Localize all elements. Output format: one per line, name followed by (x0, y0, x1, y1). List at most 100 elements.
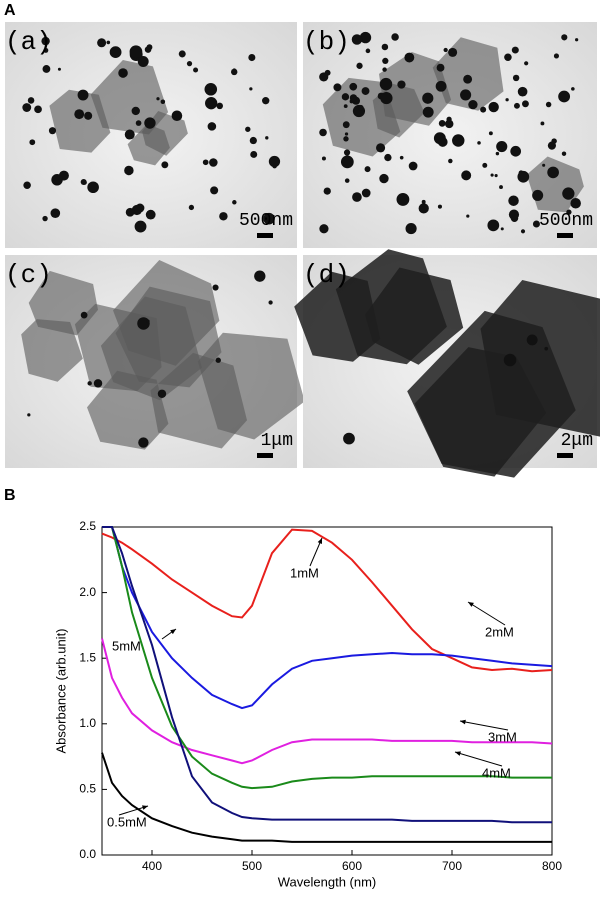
particle (43, 47, 49, 53)
particle (396, 193, 410, 206)
particle (517, 86, 528, 97)
particle (263, 212, 275, 225)
particle (488, 101, 499, 113)
particle (41, 36, 50, 46)
micrograph: (a) 500nm (5, 22, 297, 248)
particle (344, 132, 349, 136)
particle (361, 87, 370, 95)
particle (466, 214, 470, 218)
series-line (102, 526, 553, 710)
scale-bar (257, 453, 273, 458)
particle (87, 181, 99, 194)
particle (448, 158, 453, 164)
particle (505, 98, 509, 102)
particle (193, 67, 199, 73)
flake (49, 89, 111, 153)
series-label: 0.5mM (107, 814, 147, 829)
particle (344, 178, 350, 183)
particle (137, 317, 150, 330)
y-tick-label: 2.0 (79, 585, 96, 599)
particle (343, 104, 348, 109)
particle (463, 74, 473, 84)
particle (27, 97, 35, 104)
label-arrow (454, 751, 503, 767)
particle (399, 155, 404, 160)
particle (323, 187, 331, 195)
particle (145, 209, 156, 220)
particle (138, 437, 149, 448)
scale-bar-label: 1μm (261, 431, 293, 451)
particle (340, 155, 354, 169)
particle (93, 379, 103, 388)
particle (125, 207, 135, 217)
particle (87, 381, 92, 386)
particle (27, 413, 31, 417)
particle (343, 149, 351, 156)
x-axis-title: Wavelength (nm) (278, 874, 377, 889)
y-tick-label: 1.5 (79, 650, 96, 664)
image-label: (b) (303, 27, 350, 57)
series-label: 4mM (482, 765, 511, 780)
series-line (101, 752, 552, 843)
panel-label: A (4, 2, 16, 19)
label-arrow (467, 601, 506, 626)
particle (351, 34, 363, 45)
particle (487, 219, 500, 232)
particle (249, 136, 257, 145)
particle (379, 77, 393, 91)
particle (319, 224, 329, 234)
image-label: (c) (5, 260, 52, 290)
x-tick-label: 800 (542, 859, 562, 873)
particle (365, 48, 371, 54)
scale-bar (557, 453, 573, 458)
particle (468, 99, 478, 110)
particle (460, 89, 472, 101)
particle (268, 300, 273, 305)
particle (42, 65, 51, 73)
scale-bar (257, 233, 273, 238)
particle (364, 166, 371, 173)
particle (80, 178, 87, 186)
x-tick-label: 700 (442, 859, 462, 873)
particle (418, 203, 429, 214)
flake (414, 347, 547, 477)
particle (544, 346, 549, 351)
particle (156, 97, 160, 101)
particle (249, 87, 253, 91)
y-tick-label: 0.0 (79, 847, 96, 861)
particle (204, 82, 218, 96)
particle (480, 106, 487, 113)
particle (250, 150, 258, 158)
micrograph: (b) 500nm (303, 22, 597, 248)
particle (477, 141, 481, 145)
particle (109, 46, 122, 59)
particle (48, 127, 57, 135)
particle (524, 61, 529, 66)
particle (34, 105, 42, 114)
particle (134, 220, 147, 233)
particle (57, 67, 61, 71)
particle (547, 166, 559, 179)
scale-bar-label: 2μm (561, 431, 593, 451)
particle (178, 50, 186, 58)
particle (508, 209, 520, 220)
particle (494, 174, 498, 178)
particle (443, 47, 448, 53)
particle (382, 57, 389, 65)
particle (503, 353, 517, 367)
particle (490, 173, 494, 177)
series-label: 3mM (488, 729, 517, 744)
particle (495, 151, 500, 156)
particle (358, 104, 364, 111)
particle (186, 61, 193, 67)
particle (137, 56, 149, 67)
particle (202, 159, 209, 166)
particle (262, 96, 270, 105)
particle (205, 97, 218, 110)
series-label: 2mM (485, 624, 514, 639)
particle (343, 136, 349, 142)
particle (248, 54, 256, 62)
particle (333, 83, 342, 92)
scale-bar-label: 500nm (239, 211, 293, 231)
particle (532, 220, 540, 228)
